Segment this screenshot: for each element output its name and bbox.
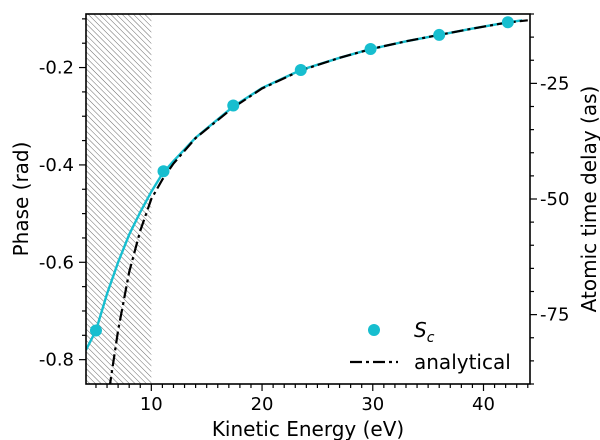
y-tick-label-2: -0.4 [39, 155, 74, 176]
legend-marker-sc [368, 324, 380, 336]
y2-tick-label-2: -25 [540, 73, 569, 94]
data-point-0-2 [227, 99, 240, 112]
legend-label-analytical: analytical [414, 350, 511, 374]
shaded-region-layer [86, 14, 152, 384]
data-point-0-6 [501, 16, 514, 29]
x-tick-label-1: 20 [251, 394, 274, 415]
y2-axis-label: Atomic time delay (as) [577, 86, 600, 313]
shaded-region [86, 14, 152, 384]
data-point-0-4 [364, 43, 377, 56]
y2-tick-label-1: -50 [540, 189, 569, 210]
x-axis-ticks: 10 20 30 40 [95, 384, 529, 415]
y2-tick-label-0: -75 [540, 305, 569, 326]
plot-frame [85, 13, 531, 385]
y-axis-label: Phase (rad) [9, 142, 33, 257]
legend-label-sc-sub: c [427, 330, 435, 346]
legend: Sc analytical [350, 318, 511, 374]
y2-axis-ticks: -75 -50 -25 [530, 13, 569, 385]
y-tick-label-0: -0.8 [39, 350, 74, 371]
series-line-1 [108, 19, 528, 384]
legend-label-sc: Sc [414, 318, 435, 346]
x-tick-label-0: 10 [140, 394, 163, 415]
x-axis-label: Kinetic Energy (eV) [212, 417, 404, 440]
data-point-0-5 [433, 28, 446, 41]
y-axis-ticks: -0.8 -0.6 -0.4 -0.2 [39, 18, 86, 371]
series-layer [86, 19, 528, 384]
legend-label-sc-main: S [414, 318, 427, 342]
data-point-0-1 [157, 165, 170, 178]
x-tick-label-2: 30 [361, 394, 384, 415]
data-point-0-0 [89, 324, 102, 337]
marker-layer [89, 16, 514, 337]
data-point-0-3 [294, 63, 307, 76]
y-tick-label-3: -0.2 [39, 58, 74, 79]
y-tick-label-1: -0.6 [39, 252, 74, 273]
x-tick-label-3: 40 [472, 394, 495, 415]
